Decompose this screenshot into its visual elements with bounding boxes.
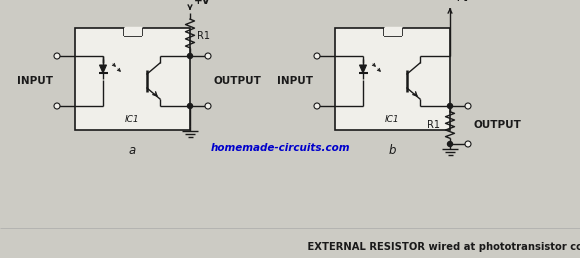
Bar [335, 28, 450, 130]
Circle shape [205, 103, 211, 109]
Circle shape [187, 103, 193, 109]
Bar [383, 28, 401, 36]
Text: EXTERNAL RESISTOR wired at phototransistor collector (a) or emitter (b).: EXTERNAL RESISTOR wired at phototransist… [290, 242, 580, 252]
Text: +V: +V [194, 0, 211, 6]
Text: R1: R1 [197, 31, 210, 41]
Text: R1: R1 [427, 120, 440, 130]
Circle shape [187, 53, 193, 59]
Text: OUTPUT: OUTPUT [213, 76, 261, 86]
Text: IC1: IC1 [385, 115, 400, 124]
Bar [124, 28, 142, 36]
Text: +V: +V [454, 0, 471, 3]
Circle shape [448, 103, 452, 109]
Text: b: b [389, 144, 396, 157]
Text: INPUT: INPUT [17, 76, 53, 86]
Circle shape [205, 53, 211, 59]
Polygon shape [360, 65, 367, 73]
Circle shape [465, 103, 471, 109]
Circle shape [314, 103, 320, 109]
Text: IC1: IC1 [125, 115, 140, 124]
Text: homemade-circuits.com: homemade-circuits.com [210, 143, 350, 153]
Circle shape [54, 103, 60, 109]
Circle shape [54, 53, 60, 59]
Polygon shape [100, 65, 107, 73]
Circle shape [448, 141, 452, 147]
Circle shape [465, 141, 471, 147]
Text: a: a [129, 144, 136, 157]
Text: OUTPUT: OUTPUT [473, 120, 521, 130]
Bar [75, 28, 190, 130]
Circle shape [314, 53, 320, 59]
Text: INPUT: INPUT [277, 76, 313, 86]
